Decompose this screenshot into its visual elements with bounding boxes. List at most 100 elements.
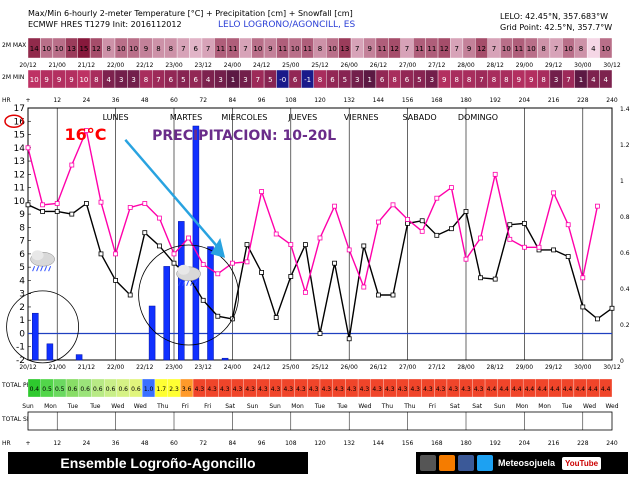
tmax-cell-value: 7 [206, 45, 210, 53]
tmin-series-point [332, 260, 338, 266]
callout-arrowhead [210, 237, 226, 258]
tmax-cell-value: 11 [278, 45, 287, 53]
tmin-cell-value: 1 [367, 76, 371, 84]
tmax-cell-value: 7 [492, 45, 496, 53]
tmin-cell-value: 6 [293, 76, 298, 84]
tmax-series-point [69, 162, 75, 168]
total-precip-value: 4.3 [347, 386, 357, 393]
date-label-bottom: 24/12 [253, 364, 270, 371]
tmax-series-point [186, 235, 192, 241]
model-info: ECMWF HRES T1279 Init: 2016112012 [28, 20, 182, 29]
tmin-cell-value: 8 [467, 76, 471, 84]
total-precip-value: 4.4 [512, 386, 522, 393]
total-precip-value: 4.3 [410, 386, 420, 393]
tmax-cell-value: 12 [477, 45, 486, 53]
hour-label-top: 240 [606, 97, 618, 104]
rain-drop [36, 266, 40, 272]
rain-drop [182, 280, 186, 286]
date-label-bottom: 26/12 [370, 364, 387, 371]
precip-circle-right [138, 244, 240, 346]
tmin-cell-value: 4 [604, 76, 609, 84]
hour-label-bottom: 72 [199, 440, 207, 447]
hour-label-bottom: 156 [402, 440, 414, 447]
y-tick-label: 2 [19, 303, 25, 313]
y-tick-label: 0 [19, 329, 25, 339]
instagram-icon[interactable] [420, 455, 436, 471]
date-label-top: 28/12 [487, 62, 504, 69]
total-precip-value: 4.3 [207, 386, 217, 393]
tmax-cell-value: 10 [564, 45, 573, 53]
weekday-axis-label: Wed [358, 403, 371, 410]
tmin-cell-value: 5 [343, 76, 347, 84]
tmax-series-point [171, 251, 177, 257]
tmax-cell-value: 12 [92, 45, 101, 53]
tmin-series-point [288, 274, 294, 279]
blogger-icon[interactable] [439, 455, 455, 471]
tmax-cell-value: 10 [55, 45, 64, 53]
date-label-bottom: 28/00 [457, 364, 474, 371]
tmin-cell-value: 6 [194, 76, 199, 84]
tmin-series-point [492, 276, 498, 282]
temp-callout: 16°C [65, 125, 107, 144]
tmin-cell-value: 5 [417, 76, 421, 84]
hour-label-top: 180 [460, 97, 472, 104]
hour-label-bottom: 96 [258, 440, 266, 447]
total-precip-value: 4.4 [537, 386, 547, 393]
date-label-bottom: 23/12 [195, 364, 212, 371]
hour-label-top: 36 [112, 97, 120, 104]
tmin-cell-value: 3 [218, 76, 222, 84]
youtube-icon[interactable]: YouTube [562, 456, 602, 470]
total-precip-value: 4.3 [360, 386, 370, 393]
tmin-cell-value: 6 [169, 76, 174, 84]
tmax-cell-value: 12 [390, 45, 399, 53]
tmax-cell-value: 11 [514, 45, 523, 53]
tmin-series-point [302, 242, 308, 248]
tmax-cell-value: 11 [415, 45, 424, 53]
tmin-cell-value: 3 [430, 76, 434, 84]
tmin-series-point [54, 209, 60, 214]
twitter-icon[interactable] [477, 455, 493, 471]
hour-label-bottom: 36 [112, 440, 120, 447]
tmin-series-point [375, 292, 381, 298]
precip-bar [32, 312, 39, 361]
tmin-series-point [609, 305, 615, 311]
tmax-cell-value: 9 [467, 45, 471, 53]
weekday-axis-label: Thu [381, 403, 393, 410]
tmin-cell-value: 6 [330, 76, 335, 84]
tmax-series-point [419, 228, 425, 234]
total-precip-value: 4.4 [525, 386, 535, 393]
hour-label-top: 72 [199, 97, 207, 104]
total-precip-value: 4.3 [436, 386, 446, 393]
tmax-cell-value: 7 [243, 45, 247, 53]
tmin-series-point [390, 292, 396, 298]
total-precip-value: 0.5 [55, 386, 65, 393]
facebook-icon[interactable] [458, 455, 474, 471]
weekday-axis-label: Thu [403, 403, 415, 410]
total-precip-value: 0.5 [42, 386, 52, 393]
tmax-series-point [127, 205, 133, 210]
hour-label-bottom: 12 [53, 440, 61, 447]
y-tick-label: -1 [16, 343, 25, 353]
date-label-top: 28/00 [457, 62, 474, 69]
tmin-series-point [361, 243, 367, 249]
tmin-cell-value: 7 [156, 76, 160, 84]
tmax-series-point [288, 242, 294, 248]
tmax-row-label: 2M MAX [2, 42, 26, 49]
tmax-series-point [317, 235, 323, 241]
hour-label-top: 168 [431, 97, 443, 104]
tmax-cell-value: 8 [318, 45, 322, 53]
tmin-series-point [448, 226, 454, 232]
total-precip-value: 4.4 [499, 386, 509, 393]
tmin-series-point [127, 292, 133, 298]
tmin-cell-value: -0 [279, 76, 286, 84]
weekday-axis-label: Mon [516, 403, 529, 410]
y2-tick-label: 0.2 [620, 322, 630, 329]
tmin-cell-value: 7 [566, 76, 570, 84]
hour-label-top: 156 [402, 97, 414, 104]
date-label-top: 30/00 [574, 62, 591, 69]
tmax-cell-value: 10 [328, 45, 337, 53]
tmin-cell-value: 7 [479, 76, 483, 84]
tmin-series-point [84, 201, 89, 206]
hour-label-bottom: 168 [431, 440, 443, 447]
hour-label-top: 108 [285, 97, 297, 104]
